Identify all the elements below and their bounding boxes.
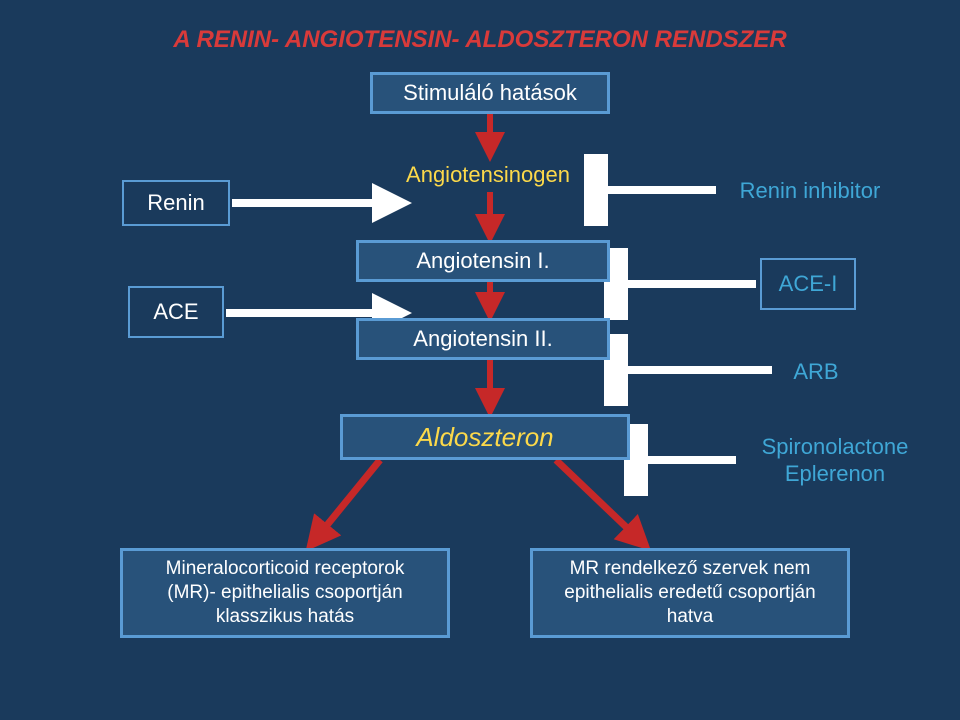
node-acei: ACE-I <box>760 258 856 310</box>
arrow-11 <box>556 460 646 546</box>
node-renin: Renin <box>122 180 230 226</box>
node-mr_non: MR rendelkező szervek nemepithelialis er… <box>530 548 850 638</box>
node-ace: ACE <box>128 286 224 338</box>
diagram-title: A RENIN- ANGIOTENSIN- ALDOSZTERON RENDSZ… <box>0 26 960 54</box>
node-arb: ARB <box>776 356 856 388</box>
node-ang1: Angiotensin I. <box>356 240 610 282</box>
node-ang2: Angiotensin II. <box>356 318 610 360</box>
arrow-10 <box>310 460 380 546</box>
node-spiro: SpironolactoneEplerenon <box>740 430 930 490</box>
node-aldo: Aldoszteron <box>340 414 630 460</box>
node-stim: Stimuláló hatások <box>370 72 610 114</box>
node-angiogen: Angiotensinogen <box>388 158 588 192</box>
node-renin_inh: Renin inhibitor <box>720 174 900 208</box>
node-mr: Mineralocorticoid receptorok(MR)- epithe… <box>120 548 450 638</box>
